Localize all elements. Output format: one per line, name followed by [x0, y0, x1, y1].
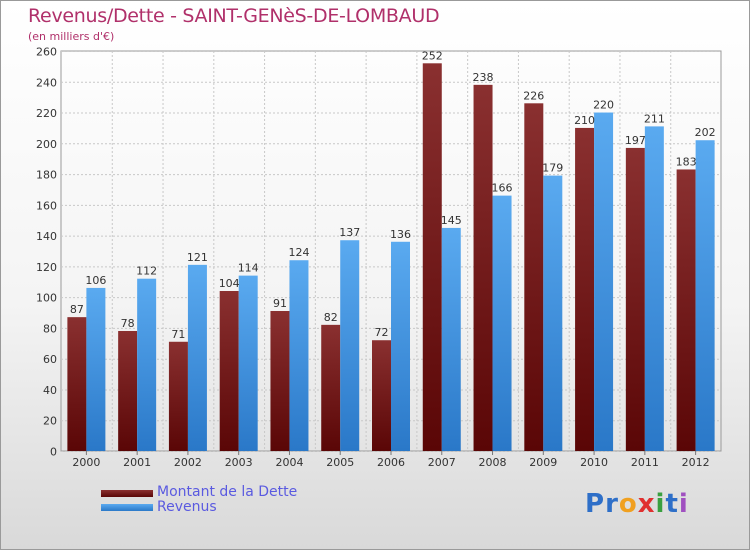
bar-dette — [219, 291, 239, 451]
x-tick-label: 2012 — [682, 456, 710, 469]
data-label: 166 — [492, 182, 513, 195]
bar-revenus — [289, 260, 309, 451]
chart-subtitle: (en milliers d'€) — [28, 30, 115, 43]
bar-dette — [575, 127, 595, 451]
data-label: 71 — [171, 328, 185, 341]
y-tick-label: 40 — [43, 384, 57, 397]
x-tick-label: 2007 — [428, 456, 456, 469]
logo-letter: t — [665, 489, 679, 519]
data-label: 220 — [593, 99, 614, 112]
bar-dette — [270, 311, 290, 451]
bar-revenus — [238, 275, 258, 451]
x-tick-label: 2000 — [72, 456, 100, 469]
data-label: 226 — [523, 89, 544, 102]
bar-revenus — [441, 227, 461, 451]
y-tick-label: 80 — [43, 322, 57, 335]
y-tick-label: 160 — [36, 199, 57, 212]
bar-dette — [372, 340, 391, 451]
data-label: 82 — [324, 311, 338, 324]
logo-letter: i — [655, 489, 666, 519]
bar-dette — [524, 103, 544, 452]
y-tick-label: 220 — [36, 107, 57, 120]
y-tick-label: 200 — [36, 138, 57, 151]
bar-dette — [118, 331, 138, 451]
y-tick-label: 100 — [36, 292, 57, 305]
legend-label-dette: Montant de la Dette — [157, 484, 298, 500]
bar-dette — [67, 317, 87, 451]
data-label: 87 — [70, 303, 84, 316]
y-tick-label: 60 — [43, 353, 57, 366]
x-tick-label: 2010 — [580, 456, 608, 469]
chart-title: Revenus/Dette - SAINT-GENèS-DE-LOMBAUD — [28, 5, 440, 27]
legend-swatch-revenus — [101, 504, 153, 511]
legend-label-revenus: Revenus — [157, 499, 217, 515]
logo-letter: x — [637, 489, 656, 519]
legend-swatch-dette — [101, 490, 153, 497]
data-label: 145 — [441, 214, 462, 227]
logo-letter: r — [605, 489, 619, 519]
logo-letter: o — [618, 489, 638, 519]
y-tick-label: 180 — [36, 169, 57, 182]
data-label: 211 — [644, 112, 665, 125]
data-label: 183 — [676, 155, 697, 168]
data-label: 104 — [219, 277, 240, 290]
data-label: 106 — [85, 274, 106, 287]
y-tick-label: 240 — [36, 76, 57, 89]
data-label: 137 — [339, 226, 360, 239]
data-label: 210 — [574, 114, 595, 127]
x-tick-label: 2004 — [275, 456, 303, 469]
data-label: 252 — [422, 49, 443, 62]
bar-dette — [422, 63, 442, 452]
bar-revenus — [86, 287, 106, 451]
data-label: 202 — [695, 126, 716, 139]
data-label: 238 — [473, 71, 494, 84]
x-tick-label: 2006 — [377, 456, 405, 469]
bar-revenus — [187, 264, 207, 451]
data-label: 197 — [625, 134, 646, 147]
data-label: 124 — [288, 246, 309, 259]
x-tick-label: 2011 — [631, 456, 659, 469]
bar-dette — [676, 169, 696, 451]
data-label: 114 — [238, 262, 259, 275]
data-label: 112 — [136, 265, 157, 278]
x-tick-label: 2002 — [174, 456, 202, 469]
y-tick-label: 0 — [50, 446, 57, 459]
y-tick-label: 140 — [36, 230, 57, 243]
proxiti-logo: Proxiti — [585, 489, 689, 519]
logo-letter: i — [678, 489, 689, 519]
bar-dette — [625, 147, 645, 451]
axis-layer: 0 20 40 60 80 100 120 140 160 180 200 220 240 260 87 10… — [36, 46, 716, 470]
y-tick-label: 260 — [36, 46, 57, 59]
x-tick-label: 2003 — [225, 456, 253, 469]
bar-revenus — [695, 140, 715, 451]
data-label: 78 — [121, 317, 135, 330]
bar-revenus — [391, 241, 410, 451]
x-tick-label: 2001 — [123, 456, 151, 469]
x-tick-label: 2008 — [479, 456, 507, 469]
y-tick-label: 120 — [36, 261, 57, 274]
y-tick-label: 20 — [43, 415, 57, 428]
data-label: 136 — [390, 228, 411, 241]
bars-layer — [67, 63, 715, 452]
bar-dette — [321, 324, 341, 451]
bar-dette — [168, 341, 188, 451]
bar-revenus — [340, 240, 360, 451]
bar-dette — [473, 84, 493, 451]
data-label: 179 — [542, 162, 563, 175]
x-tick-label: 2005 — [326, 456, 354, 469]
bar-revenus — [543, 175, 563, 451]
bar-revenus — [137, 278, 157, 451]
bar-revenus — [594, 112, 614, 452]
x-tick-label: 2009 — [529, 456, 557, 469]
data-label: 121 — [187, 251, 208, 264]
data-label: 72 — [375, 326, 389, 339]
logo-letter: P — [585, 489, 606, 519]
data-label: 91 — [273, 297, 287, 310]
bar-revenus — [644, 126, 664, 451]
bar-revenus — [492, 195, 512, 451]
